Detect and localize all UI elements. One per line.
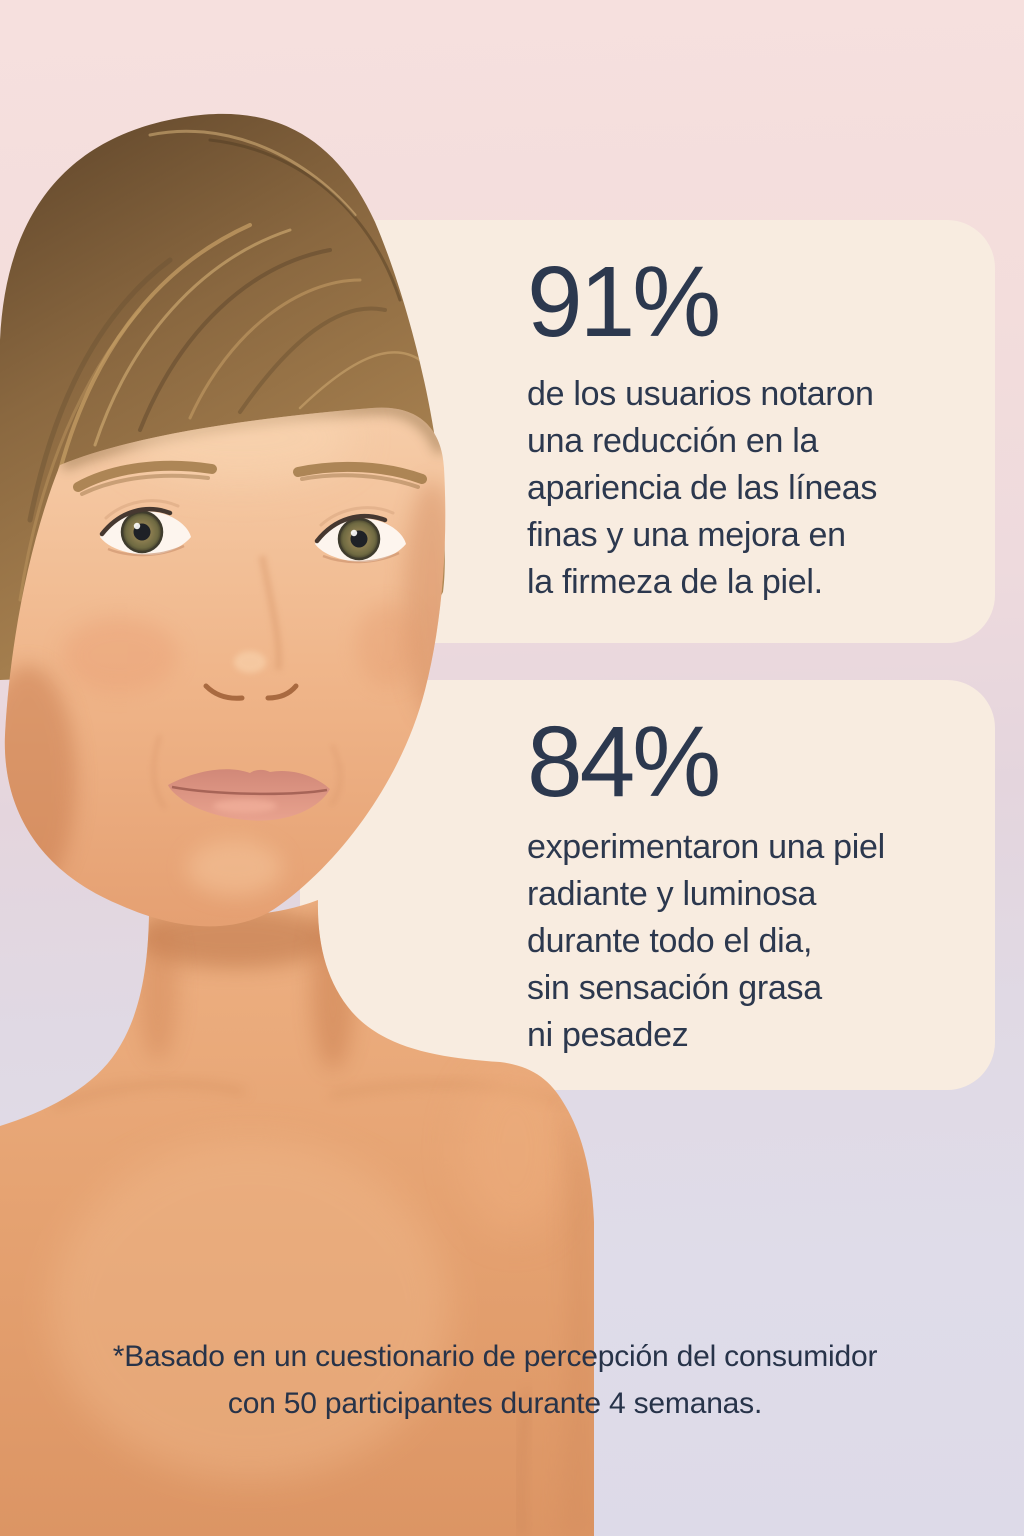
footnote-line-1: *Basado en un cuestionario de percepción… <box>112 1340 878 1373</box>
nose <box>203 555 299 701</box>
footnote: *Basado en un cuestionario de percepción… <box>0 1333 990 1427</box>
footnote-line-2: con 50 participantes durante 4 semanas. <box>227 1387 763 1420</box>
stat-description-2: experimentaron una piel radiante y lumin… <box>527 828 885 1054</box>
stat-value-1: 91% <box>527 246 721 358</box>
stat-value-2: 84% <box>527 706 721 818</box>
left-eye <box>99 499 191 557</box>
left-eyebrow <box>73 460 217 496</box>
stat-description-1: de los usuarios notaron una reducción en… <box>527 375 878 601</box>
